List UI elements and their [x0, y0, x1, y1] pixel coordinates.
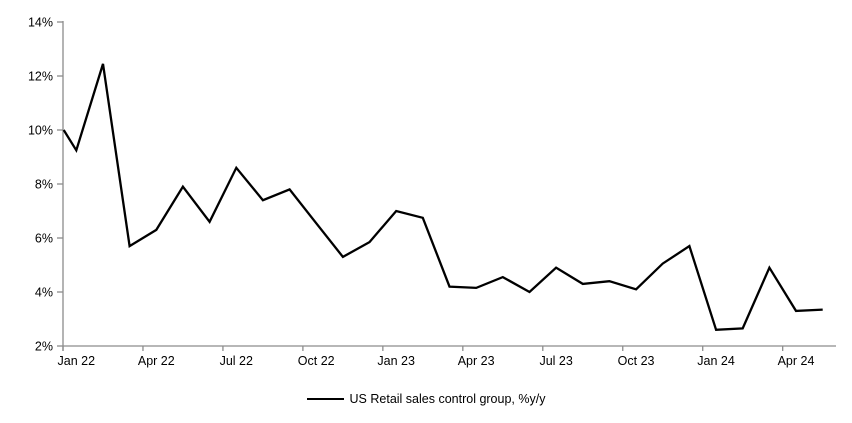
y-tick-label: 4%	[35, 286, 53, 300]
y-tick-label: 8%	[35, 178, 53, 192]
legend-line-sample	[306, 398, 344, 400]
x-tick-label: Oct 22	[298, 354, 335, 368]
x-tick-label: Jul 22	[220, 354, 253, 368]
x-tick-label: Jan 23	[377, 354, 415, 368]
y-tick-label: 2%	[35, 340, 53, 354]
x-tick-label: Jan 22	[58, 354, 96, 368]
y-tick-label: 14%	[28, 16, 53, 30]
x-tick-label: Jul 23	[539, 354, 572, 368]
series-line	[62, 63, 823, 331]
x-tick-label: Apr 23	[458, 354, 495, 368]
y-tick-label: 10%	[28, 124, 53, 138]
y-tick-label: 12%	[28, 70, 53, 84]
x-tick-label: Apr 22	[138, 354, 175, 368]
x-tick-label: Oct 23	[618, 354, 655, 368]
legend: US Retail sales control group, %y/y	[0, 390, 852, 408]
y-tick-label: 6%	[35, 232, 53, 246]
x-tick-label: Apr 24	[778, 354, 815, 368]
legend-label: US Retail sales control group, %y/y	[349, 392, 546, 406]
x-tick-label: Jan 24	[697, 354, 735, 368]
